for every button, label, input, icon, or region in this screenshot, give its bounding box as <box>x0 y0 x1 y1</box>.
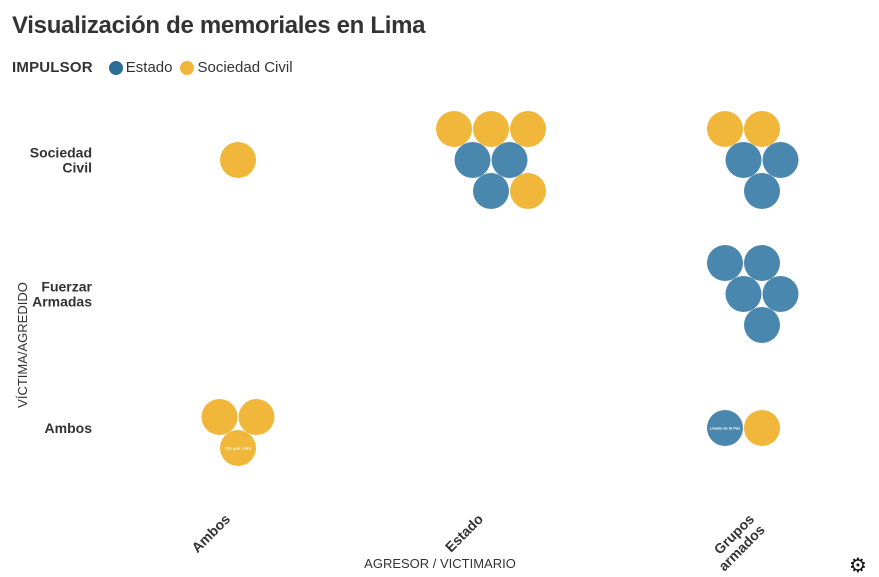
bubble-sociedad-civil[interactable] <box>220 142 256 178</box>
bubble-estado[interactable] <box>707 245 743 281</box>
legend-swatch-estado <box>108 60 123 75</box>
bubble-sociedad-civil[interactable] <box>473 111 509 147</box>
legend-label-sociedad-civil: Sociedad Civil <box>197 59 293 76</box>
bubble-label: Lhudo de la Paz <box>710 426 740 431</box>
bubble-sociedad-civil[interactable] <box>238 399 275 435</box>
bubble-label: Ojo que Llora <box>225 446 252 451</box>
bubble-estado[interactable] <box>762 276 799 312</box>
x-category-label: Ambos <box>188 511 233 556</box>
bubble-sociedad-civil[interactable] <box>510 111 546 147</box>
legend-title: IMPULSOR <box>12 59 93 76</box>
bubble-sociedad-civil[interactable] <box>707 111 743 147</box>
bubble-sociedad-civil[interactable] <box>744 410 780 446</box>
bubble-sociedad-civil[interactable] <box>744 111 780 147</box>
bubble-estado[interactable] <box>707 410 743 446</box>
gear-icon[interactable]: ⚙ <box>849 555 867 577</box>
bubble-sociedad-civil[interactable] <box>201 399 238 435</box>
x-category-label: Gruposarmados <box>705 511 768 574</box>
legend-swatch-sociedad-civil <box>180 60 195 75</box>
bubble-sociedad-civil[interactable] <box>436 111 472 147</box>
bubble-estado[interactable] <box>725 276 762 312</box>
bubble-estado[interactable] <box>725 142 762 178</box>
bubble-sociedad-civil[interactable] <box>220 430 256 466</box>
y-category-label: Ambos <box>45 420 93 436</box>
bubble-sociedad-civil[interactable] <box>510 173 546 209</box>
bubble-estado[interactable] <box>744 307 780 343</box>
chart-title: Visualización de memoriales en Lima <box>12 12 426 39</box>
legend-item-estado[interactable]: Estado <box>108 59 173 76</box>
bubble-estado[interactable] <box>473 173 509 209</box>
bubble-estado[interactable] <box>762 142 799 178</box>
x-category-label: Estado <box>442 511 486 555</box>
y-axis-title: VÍCTIMA/AGREDIDO <box>15 282 30 408</box>
legend-item-sociedad-civil[interactable]: Sociedad Civil <box>180 59 293 76</box>
legend: IMPULSOR Estado Sociedad Civil <box>12 59 301 76</box>
legend-label-estado: Estado <box>125 59 173 76</box>
y-category-label: Sociedad Civil <box>30 145 92 176</box>
bubble-estado[interactable] <box>744 245 780 281</box>
bubble-estado[interactable] <box>491 142 528 178</box>
y-category-label: Fuerzar Armadas <box>32 279 92 310</box>
bubble-estado[interactable] <box>454 142 491 178</box>
bubble-estado[interactable] <box>744 173 780 209</box>
x-axis-title: AGRESOR / VICTIMARIO <box>364 556 516 571</box>
